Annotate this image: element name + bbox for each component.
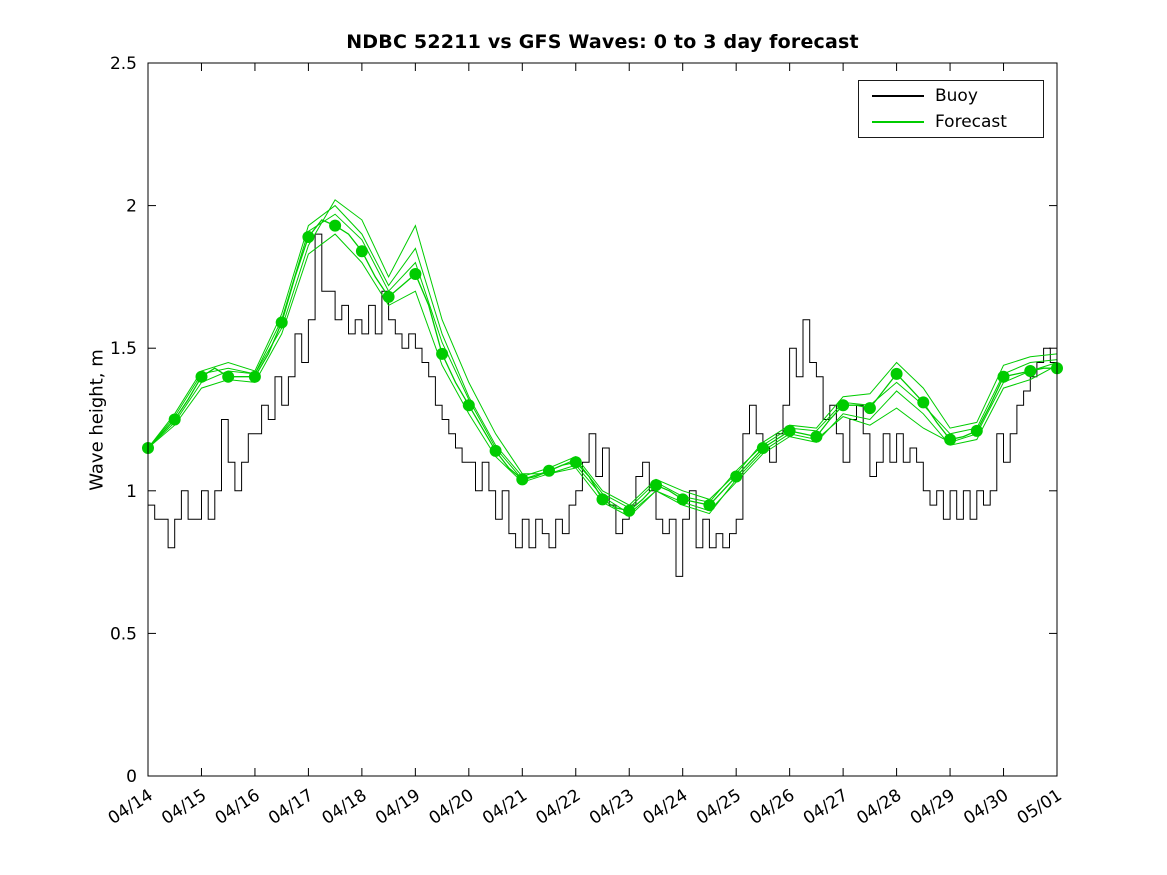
forecast-marker [436, 347, 449, 360]
forecast-marker [409, 268, 422, 280]
forecast-marker [970, 424, 983, 437]
forecast-marker [543, 464, 555, 477]
forecast-marker [329, 219, 342, 232]
legend-label-forecast: Forecast [935, 111, 1007, 132]
forecast-marker [168, 413, 181, 426]
forecast-marker [863, 402, 876, 415]
y-tick-label: 1.5 [110, 339, 137, 359]
forecast-marker [676, 493, 689, 506]
forecast-marker [516, 473, 529, 486]
forecast-marker [756, 442, 769, 454]
forecast-marker [944, 433, 957, 446]
legend-label-buoy: Buoy [935, 86, 978, 107]
y-tick-label: 1 [126, 482, 137, 502]
forecast-marker [623, 504, 636, 517]
forecast-marker [222, 370, 235, 383]
y-tick-label: 0.5 [110, 624, 137, 644]
x-tick-label: 04/29 [907, 785, 959, 828]
forecast-marker [248, 370, 261, 383]
forecast-marker [275, 316, 288, 329]
x-tick-label: 04/24 [639, 785, 691, 828]
buoy-line-swatch [872, 95, 924, 98]
x-tick-label: 04/25 [693, 785, 745, 828]
forecast-marker [382, 290, 395, 303]
x-tick-label: 04/27 [800, 785, 852, 828]
x-tick-label: 04/19 [372, 785, 424, 828]
forecast-marker [596, 493, 609, 506]
forecast-marker [783, 424, 796, 437]
chart-title: NDBC 52211 vs GFS Waves: 0 to 3 day fore… [346, 31, 859, 53]
x-tick-label: 04/30 [960, 785, 1012, 828]
x-tick-label: 05/01 [1014, 785, 1066, 828]
forecast-marker [917, 396, 930, 409]
forecast-marker [569, 456, 582, 469]
x-tick-label: 04/26 [746, 785, 798, 828]
forecast-marker [997, 370, 1010, 383]
forecast-marker [837, 399, 850, 412]
forecast-marker [650, 479, 662, 492]
forecast-member-1 [147, 204, 1058, 506]
forecast-marker [195, 370, 208, 383]
x-tick-label: 04/21 [479, 785, 531, 828]
x-tick-label: 04/15 [158, 785, 210, 828]
axes-box [147, 62, 1058, 777]
x-tick-label: 04/14 [105, 785, 157, 828]
x-tick-label: 04/20 [426, 785, 478, 828]
x-tick-label: 04/16 [212, 785, 264, 828]
forecast-marker [489, 444, 502, 457]
forecast-line-swatch [872, 120, 924, 123]
forecast-marker [1024, 365, 1037, 377]
x-tick-label: 04/28 [853, 785, 905, 828]
legend-item-buoy: Buoy [859, 86, 1043, 106]
forecast-marker [462, 399, 475, 412]
legend-item-forecast: Forecast [859, 112, 1043, 132]
y-tick-label: 0 [126, 767, 137, 787]
y-tick-label: 2 [126, 197, 137, 217]
y-tick-label: 2.5 [110, 54, 137, 74]
x-tick-label: 04/22 [533, 785, 585, 828]
x-tick-label: 04/17 [265, 785, 317, 828]
x-tick-label: 04/18 [319, 785, 371, 828]
forecast-marker [302, 231, 315, 243]
forecast-marker [703, 499, 716, 512]
forecast-marker [810, 430, 823, 443]
x-tick-label: 04/23 [586, 785, 638, 828]
forecast-marker [730, 470, 743, 483]
buoy-series [148, 233, 1057, 577]
forecast-marker [355, 245, 368, 258]
legend: Buoy Forecast [858, 80, 1044, 138]
forecast-marker [890, 367, 903, 380]
